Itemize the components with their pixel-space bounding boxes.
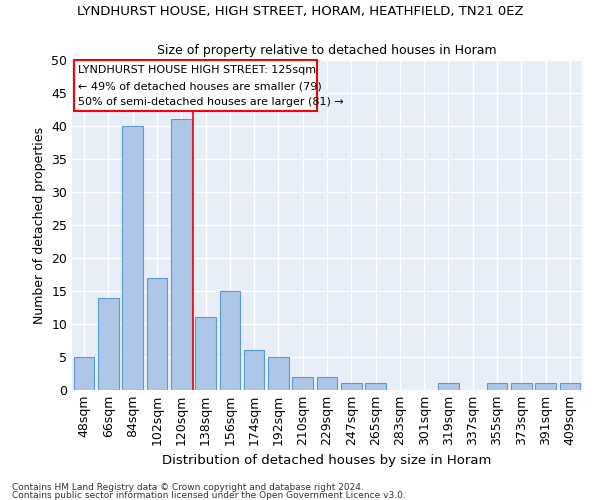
Bar: [74, 60, 317, 112]
Y-axis label: Number of detached properties: Number of detached properties: [32, 126, 46, 324]
Bar: [220, 291, 240, 390]
Bar: [487, 384, 508, 390]
Text: 50% of semi-detached houses are larger (81) →: 50% of semi-detached houses are larger (…: [78, 97, 344, 107]
Bar: [171, 120, 191, 390]
Text: LYNDHURST HOUSE, HIGH STREET, HORAM, HEATHFIELD, TN21 0EZ: LYNDHURST HOUSE, HIGH STREET, HORAM, HEA…: [77, 5, 523, 18]
X-axis label: Distribution of detached houses by size in Horam: Distribution of detached houses by size …: [163, 454, 491, 466]
Text: ← 49% of detached houses are smaller (79): ← 49% of detached houses are smaller (79…: [78, 81, 322, 91]
Bar: [535, 384, 556, 390]
Bar: [146, 278, 167, 390]
Bar: [438, 384, 459, 390]
Bar: [560, 384, 580, 390]
Bar: [122, 126, 143, 390]
Text: Contains HM Land Registry data © Crown copyright and database right 2024.: Contains HM Land Registry data © Crown c…: [12, 484, 364, 492]
Bar: [268, 357, 289, 390]
Bar: [317, 377, 337, 390]
Text: LYNDHURST HOUSE HIGH STREET: 125sqm: LYNDHURST HOUSE HIGH STREET: 125sqm: [78, 66, 316, 76]
Bar: [511, 384, 532, 390]
Bar: [98, 298, 119, 390]
Bar: [292, 377, 313, 390]
Bar: [195, 318, 216, 390]
Title: Size of property relative to detached houses in Horam: Size of property relative to detached ho…: [157, 44, 497, 58]
Bar: [244, 350, 265, 390]
Bar: [341, 384, 362, 390]
Bar: [365, 384, 386, 390]
Bar: [74, 357, 94, 390]
Text: Contains public sector information licensed under the Open Government Licence v3: Contains public sector information licen…: [12, 490, 406, 500]
